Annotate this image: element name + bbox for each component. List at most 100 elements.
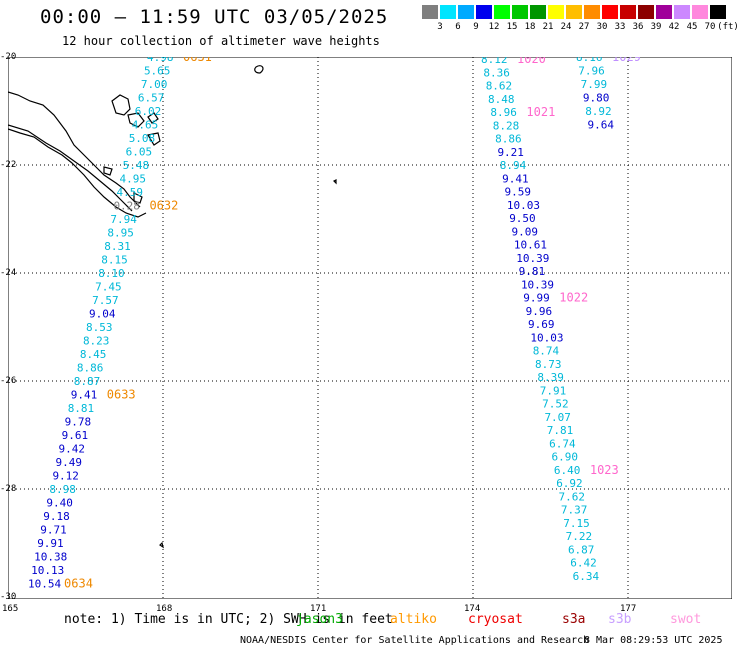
altimeter-track-swot-east: 8.128.368.628.488.968.288.869.218.949.41… bbox=[481, 57, 619, 583]
pass-time-label: 0632 bbox=[149, 199, 178, 213]
swh-value: 8.48 bbox=[488, 93, 515, 106]
swh-value: 7.07 bbox=[544, 411, 571, 424]
color-swatch bbox=[638, 5, 655, 19]
swh-value: 9.09 bbox=[512, 225, 539, 238]
swh-value: 6.90 bbox=[552, 451, 579, 464]
color-scale-tick-label: 9 bbox=[473, 22, 479, 32]
pass-time-label: 1022 bbox=[559, 291, 588, 305]
swh-value: 10.39 bbox=[516, 252, 549, 265]
color-swatch bbox=[584, 5, 601, 19]
swh-value: 6.92 bbox=[556, 477, 583, 490]
swh-value: 9.50 bbox=[509, 212, 536, 225]
swh-value: 9.96 bbox=[526, 305, 553, 318]
color-scale-tick-label: 6 bbox=[455, 22, 461, 32]
credit-line: NOAA/NESDIS Center for Satellite Applica… bbox=[240, 635, 590, 646]
swh-value: 7.91 bbox=[540, 384, 567, 397]
color-scale-tick-label: 21 bbox=[542, 22, 554, 32]
color-swatch bbox=[512, 5, 529, 19]
page-subtitle: 12 hour collection of altimeter wave hei… bbox=[62, 34, 380, 48]
swh-value: 6.05 bbox=[126, 146, 152, 159]
swh-value: 8.73 bbox=[535, 358, 562, 371]
wave-height-map: 4.985.657.006.576.024.655.086.055.484.95… bbox=[8, 57, 732, 599]
pass-time-label: 1020 bbox=[517, 57, 546, 66]
swh-value: 8.94 bbox=[500, 159, 527, 172]
swh-value: 8.28 bbox=[493, 119, 520, 132]
swh-value: 8.62 bbox=[486, 80, 513, 93]
grid-lines bbox=[8, 57, 732, 599]
swh-value: 4.59 bbox=[117, 186, 144, 199]
swh-value: 5.08 bbox=[129, 132, 156, 145]
swh-value: 6.42 bbox=[570, 557, 597, 570]
swh-value: 4.98 bbox=[147, 57, 174, 64]
swh-value: 8.98 bbox=[49, 483, 76, 496]
swh-value: 7.22 bbox=[566, 530, 593, 543]
swh-value: 8.23 bbox=[83, 335, 110, 348]
swh-value: 10.03 bbox=[507, 199, 540, 212]
swh-value: 8.10 bbox=[98, 267, 125, 280]
swh-value: 8.39 bbox=[537, 371, 564, 384]
swh-value: 9.12 bbox=[52, 470, 78, 483]
altimeter-track-altiko: 4.985.657.006.576.024.655.086.055.484.95… bbox=[28, 57, 212, 591]
color-scale-tick-label: 24 bbox=[560, 22, 572, 32]
swh-value: 9.80 bbox=[583, 92, 610, 105]
swh-value: 7.81 bbox=[547, 424, 574, 437]
swh-value: 10.13 bbox=[31, 564, 64, 577]
color-scale-tick-label: 39 bbox=[650, 22, 662, 32]
pass-time-label: 0633 bbox=[107, 388, 136, 402]
swh-value: 9.41 bbox=[502, 172, 529, 185]
color-scale-tick-label: 36 bbox=[632, 22, 644, 32]
pass-time-label: 1023 bbox=[590, 463, 619, 477]
color-swatch bbox=[548, 5, 565, 19]
swh-value: 8.12 bbox=[481, 57, 508, 66]
latitude-label: -28 bbox=[0, 484, 17, 494]
swh-value: 5.65 bbox=[144, 65, 171, 78]
swh-value: 9.59 bbox=[505, 186, 532, 199]
map-frame bbox=[8, 57, 732, 599]
swh-value: 6.87 bbox=[568, 543, 595, 556]
swh-value: 6.34 bbox=[573, 570, 600, 583]
swh-value: 8.95 bbox=[107, 227, 134, 240]
longitude-label: 174 bbox=[464, 604, 481, 614]
color-swatch bbox=[710, 5, 727, 19]
pass-time-label: 1021 bbox=[526, 105, 555, 119]
swh-value: 4.65 bbox=[132, 119, 159, 132]
swh-value: 9.18 bbox=[43, 510, 70, 523]
color-swatch bbox=[440, 5, 457, 19]
color-scale-tick-label: 18 bbox=[524, 22, 536, 32]
swh-value: 7.62 bbox=[559, 490, 586, 503]
swh-value: 8.45 bbox=[80, 348, 107, 361]
pass-time-label: 0631 bbox=[183, 57, 212, 64]
swh-value: 0.28 bbox=[113, 200, 140, 213]
color-swatch bbox=[476, 5, 493, 19]
swh-value: 9.69 bbox=[528, 318, 555, 331]
swh-value: 9.78 bbox=[65, 416, 92, 429]
color-scale-tick-label: 42 bbox=[668, 22, 680, 32]
swh-value: 8.31 bbox=[104, 240, 131, 253]
footnote: note: 1) Time is in UTC; 2) SWH is in fe… bbox=[64, 612, 393, 627]
swh-value: 9.61 bbox=[62, 429, 89, 442]
color-swatch bbox=[566, 5, 583, 19]
swh-value: 5.48 bbox=[123, 159, 150, 172]
swh-value: 10.54 bbox=[28, 578, 61, 591]
page-title: 00:00 — 11:59 UTC 03/05/2025 bbox=[40, 6, 389, 28]
swh-value: 8.16 bbox=[576, 57, 603, 64]
color-swatch bbox=[530, 5, 547, 19]
color-swatch bbox=[692, 5, 709, 19]
swh-value: 8.36 bbox=[483, 66, 510, 79]
swh-value: 7.94 bbox=[110, 213, 137, 226]
swh-value: 8.81 bbox=[68, 402, 95, 415]
swh-value: 8.92 bbox=[585, 105, 612, 118]
color-scale-tick-label: 45 bbox=[686, 22, 698, 32]
generated-timestamp: 8 Mar 08:29:53 UTC 2025 bbox=[584, 635, 723, 646]
swh-value: 9.64 bbox=[588, 119, 615, 132]
color-scale-tick-label: 3 bbox=[437, 22, 443, 32]
swh-value: 9.99 bbox=[523, 292, 550, 305]
swh-value: 10.03 bbox=[530, 331, 563, 344]
satellite-legend-item: cryosat bbox=[468, 612, 523, 627]
swh-value: 9.04 bbox=[89, 308, 116, 321]
swh-value: 7.52 bbox=[542, 398, 569, 411]
swh-value: 8.86 bbox=[495, 133, 521, 146]
color-swatch bbox=[422, 5, 439, 19]
swh-value: 7.37 bbox=[561, 504, 588, 517]
satellite-legend-item: swot bbox=[670, 612, 702, 627]
